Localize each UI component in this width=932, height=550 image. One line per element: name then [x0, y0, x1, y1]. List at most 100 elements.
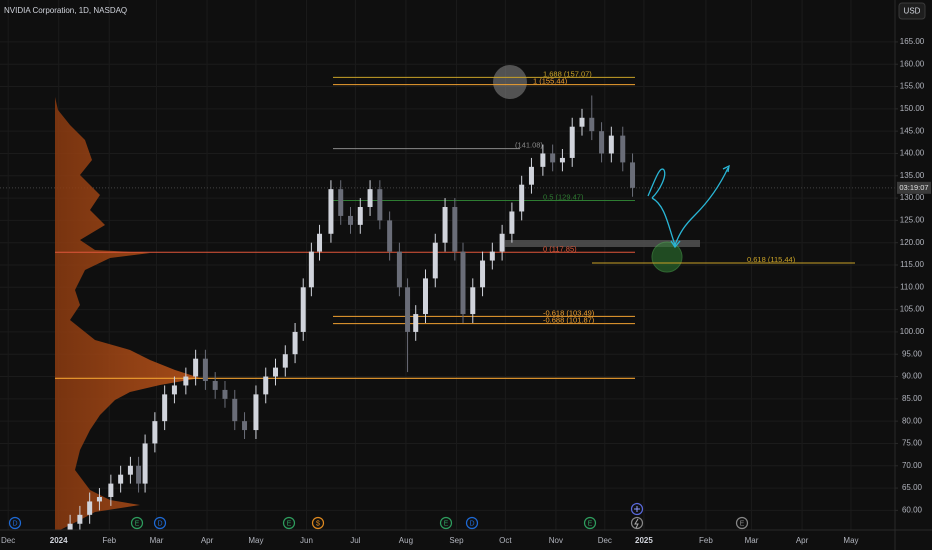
candle-body [348, 215, 354, 225]
candle-body [377, 189, 383, 221]
arrow-head [722, 164, 730, 173]
event-badge [8, 516, 22, 530]
y-tick-label: 135.00 [900, 171, 925, 180]
y-tick-label: 130.00 [900, 193, 925, 202]
highlight-circle [493, 65, 527, 99]
y-tick-label: 95.00 [902, 349, 923, 358]
y-tick-label: 140.00 [900, 149, 925, 158]
candle-body [480, 260, 486, 288]
chart-title: NVIDIA Corporation, 1D, NASDAQ [4, 6, 127, 15]
candle-body [67, 523, 73, 530]
candle-body [470, 287, 476, 315]
candle-body [509, 211, 515, 234]
candle-body [442, 207, 448, 243]
x-tick-label: 2024 [50, 536, 68, 545]
candle-body [396, 251, 402, 288]
x-tick-label: May [248, 536, 263, 545]
level-label: (141.08) [515, 141, 543, 150]
x-tick-label: Sep [449, 536, 464, 545]
events: D E D E $ E D E E [8, 502, 749, 530]
event-badge [153, 516, 167, 530]
candle-body [540, 153, 546, 167]
y-tick-label: 60.00 [902, 505, 923, 514]
event-letter: $ [316, 520, 320, 527]
event-letter: E [287, 520, 292, 527]
candle-body [152, 421, 158, 444]
candle-body [569, 126, 575, 158]
y-tick-label: 105.00 [900, 305, 925, 314]
candle-body [202, 358, 208, 381]
event-badge [465, 516, 479, 530]
candle-body [405, 287, 411, 332]
event-icon [634, 506, 640, 512]
candle-body [528, 166, 534, 185]
level-label: -0.688 (101.87) [543, 316, 595, 325]
y-tick-label: 65.00 [902, 483, 923, 492]
candle-body [599, 131, 605, 154]
candle-body [489, 251, 495, 261]
event-letter: E [135, 520, 140, 527]
y-tick-label: 120.00 [900, 238, 925, 247]
candle-body [387, 220, 393, 252]
candle-body [292, 331, 298, 355]
level-label: 1.688 (157.07) [543, 69, 592, 78]
last-price-box [897, 181, 931, 194]
x-tick-label: Apr [796, 536, 809, 545]
candle-body [317, 233, 323, 252]
countdown: 03:19:07 [899, 183, 928, 192]
candle-body [589, 117, 595, 132]
target-circle [651, 241, 683, 273]
candle-body [300, 287, 306, 332]
candle-body [452, 207, 458, 252]
level-label: -0.618 (103.49) [543, 308, 595, 317]
candle-body [550, 153, 556, 163]
y-tick-label: 150.00 [900, 104, 925, 113]
event-badge [583, 516, 597, 530]
x-tick-label: Oct [499, 536, 512, 545]
candle-body [519, 184, 525, 212]
event-letter: E [588, 520, 593, 527]
event-badge [311, 516, 325, 530]
event-badge [735, 516, 749, 530]
event-letter: D [469, 520, 474, 527]
candle-body [193, 358, 199, 377]
event-badge [630, 516, 644, 530]
x-tick-label: Feb [699, 536, 713, 545]
y-tick-label: 125.00 [900, 215, 925, 224]
zone-rect [505, 240, 700, 247]
candle-body [282, 354, 288, 368]
candle-body [87, 501, 93, 515]
y-tick-label: 145.00 [900, 126, 925, 135]
y-tick-label: 70.00 [902, 461, 923, 470]
x-tick-label: Dec [598, 536, 612, 545]
event-badge [282, 516, 296, 530]
x-tick-label: Mar [150, 536, 164, 545]
currency-button[interactable] [898, 2, 926, 20]
candle-body [242, 421, 248, 431]
event-icon [634, 518, 639, 529]
y-tick-label: 165.00 [900, 37, 925, 46]
candle-body [136, 465, 142, 484]
candle-body [127, 465, 133, 475]
candle-body [620, 135, 626, 163]
event-letter: E [444, 520, 449, 527]
candle-body [432, 242, 438, 279]
candle-body [232, 398, 238, 422]
level-label: 1 (155.44) [533, 77, 568, 86]
candle-body [273, 367, 279, 377]
x-tick-label: Jun [300, 536, 313, 545]
candle-body [108, 483, 114, 497]
candle-body [579, 117, 585, 127]
candle-body [460, 251, 466, 315]
candle-body [422, 278, 428, 315]
y-tick-label: 90.00 [902, 372, 923, 381]
candle-body [212, 380, 218, 390]
candle-body [96, 496, 102, 502]
candle-body [559, 157, 565, 163]
x-tick-label: Aug [399, 536, 413, 545]
currency-label[interactable]: USD [904, 7, 921, 16]
y-tick-label: 160.00 [900, 59, 925, 68]
y-tick-label: 100.00 [900, 327, 925, 336]
